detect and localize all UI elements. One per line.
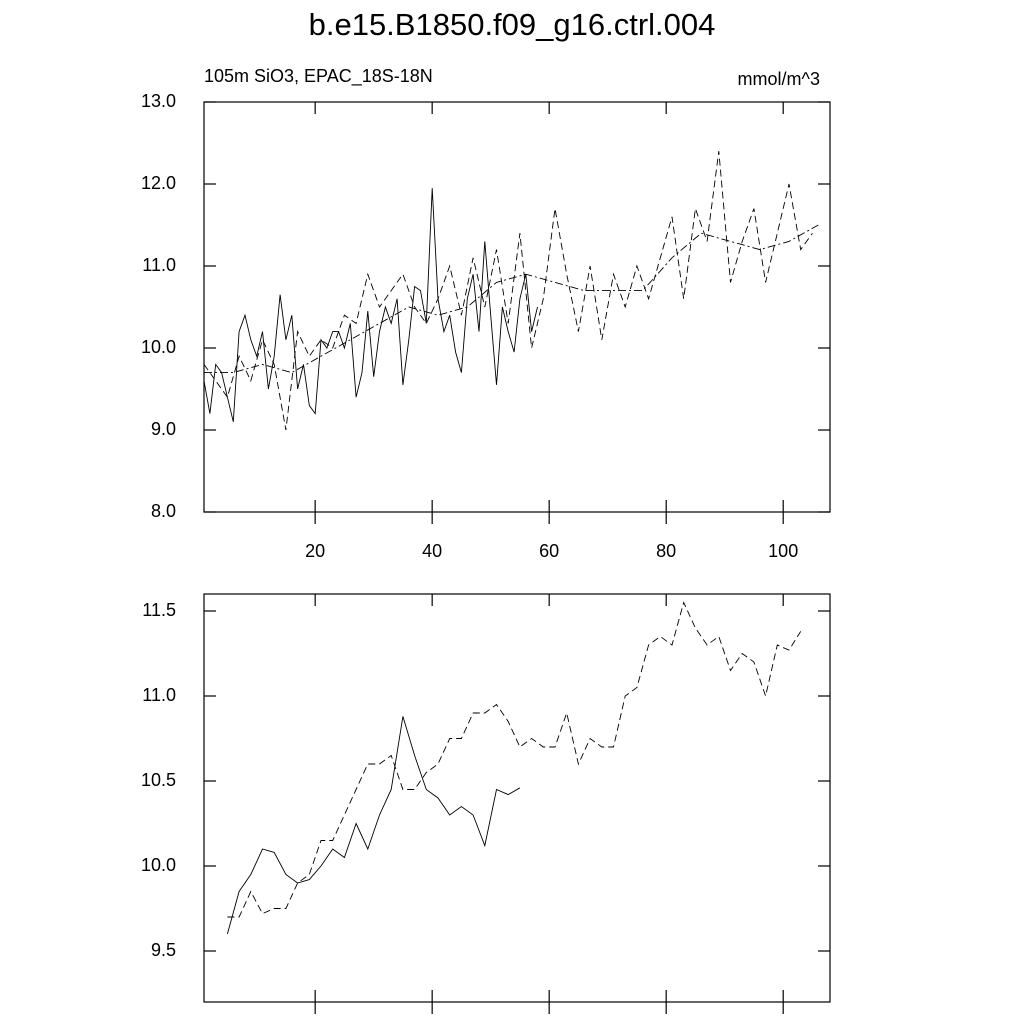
y-tick-label: 10.0 [141,337,176,357]
y-tick-label: 8.0 [151,501,176,521]
data-line [203,151,813,431]
x-tick-label: 20 [305,541,325,561]
data-line [227,601,802,918]
x-tick-label: 80 [656,541,676,561]
x-tick-label: 100 [768,541,798,561]
y-tick-label: 11.0 [142,255,176,275]
x-tick-label: 40 [422,541,442,561]
y-tick-label: 9.5 [151,940,176,960]
plot-frame [203,101,831,513]
y-tick-label: 11.5 [142,600,176,620]
plot-frame [203,593,831,1003]
chart-title: b.e15.B1850.f09_g16.ctrl.004 [309,7,716,42]
data-line [204,224,819,374]
y-tick-label: 9.0 [151,419,176,439]
units: mmol/m^3 [738,69,820,89]
y-tick-label: 11.0 [142,685,176,705]
y-tick-label: 10.5 [141,770,176,790]
y-tick-label: 12.0 [141,173,176,193]
subtitle: 105m SiO3, EPAC_18S-18N [204,66,433,87]
data-line [226,716,521,935]
y-tick-label: 10.0 [141,855,176,875]
x-tick-label: 60 [539,541,559,561]
y-tick-label: 13.0 [141,91,176,111]
data-line [203,188,538,422]
